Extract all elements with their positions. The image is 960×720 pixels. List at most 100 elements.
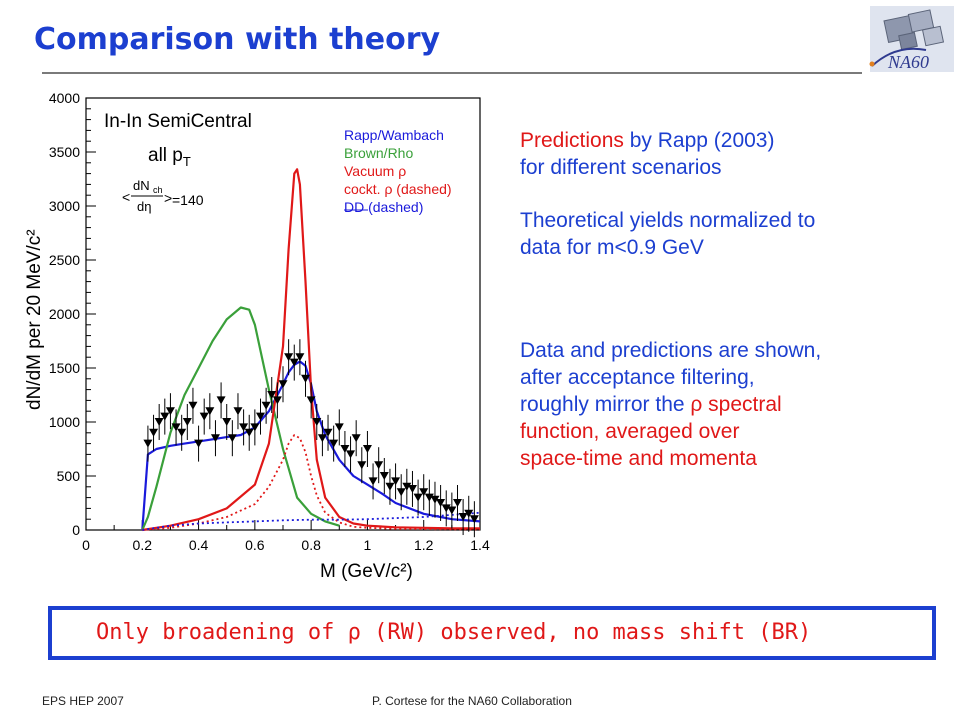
svg-text:=140: =140 — [172, 192, 204, 208]
data-point — [379, 472, 389, 480]
data-point — [458, 513, 468, 522]
data-point — [323, 428, 333, 437]
y-tick-label: 1500 — [49, 360, 80, 376]
footer-author: P. Cortese for the NA60 Collaboration — [372, 694, 572, 708]
conclusion-box: Only broadening of ρ (RW) observed, no m… — [48, 606, 936, 660]
predictions-text: Predictions by Rapp (2003) for different… — [520, 129, 775, 179]
data-point — [149, 428, 159, 437]
legend-entry: Rapp/Wambach — [344, 127, 444, 143]
series-br-line — [141, 306, 340, 531]
data-point — [194, 439, 204, 448]
data-point — [301, 374, 311, 383]
y-tick-label: 3500 — [49, 144, 80, 160]
data-point — [385, 482, 395, 491]
data-point — [413, 493, 423, 502]
normalization-text: Theoretical yields normalized to data fo… — [520, 209, 816, 259]
data-point — [469, 515, 479, 524]
x-tick-label: 0.8 — [301, 537, 321, 553]
na60-logo: NA60 — [869, 6, 954, 72]
logo-text: NA60 — [887, 52, 929, 72]
rho-symbol: ρ — [690, 393, 703, 416]
legend-entry: Brown/Rho — [344, 145, 413, 161]
y-tick-label: 500 — [57, 468, 81, 484]
y-tick-label: 3000 — [49, 198, 80, 214]
data-point — [165, 407, 175, 416]
data-point — [188, 401, 198, 410]
data-point — [317, 434, 327, 443]
data-point — [210, 434, 220, 443]
title-divider — [42, 72, 862, 74]
data-point — [452, 499, 462, 507]
predictions-word: Predictions — [520, 129, 624, 152]
data-point — [233, 407, 243, 416]
logo-dot — [869, 61, 875, 67]
data-point — [402, 482, 412, 491]
x-tick-label: 0 — [82, 537, 90, 553]
logo-swoosh — [871, 47, 927, 67]
data-point — [239, 423, 249, 432]
y-tick-label: 2500 — [49, 252, 80, 268]
data-point — [306, 396, 316, 405]
data-point — [407, 484, 417, 493]
data-point — [447, 506, 457, 515]
plot-frame — [85, 97, 481, 531]
x-tick-label: 1 — [364, 537, 372, 553]
legend-entry: cockt. ρ (dashed) — [344, 181, 452, 197]
svg-text:dN: dN — [133, 178, 150, 193]
footer-conference: EPS HEP 2007 — [42, 694, 124, 708]
pt-label: all pT — [148, 145, 191, 169]
x-axis-label: M (GeV/c²) — [320, 561, 413, 582]
y-axis-label: dN/dM per 20 MeV/c² — [24, 229, 45, 410]
x-tick-label: 1.4 — [470, 537, 490, 553]
series-vac-line — [142, 168, 480, 532]
x-tick-label: 0.2 — [133, 537, 153, 553]
data-point — [334, 423, 344, 432]
data-point — [374, 461, 384, 470]
data-point — [199, 412, 209, 421]
data-point — [216, 396, 226, 405]
series-cockt-line — [142, 434, 481, 531]
data-point — [441, 504, 451, 513]
page-title: Comparison with theory — [34, 22, 441, 57]
data-description-text: Data and predictions are shown, after ac… — [520, 339, 822, 470]
data-point — [340, 445, 350, 453]
data-point — [182, 418, 192, 426]
data-point — [368, 477, 378, 486]
y-tick-label: 0 — [72, 522, 80, 538]
data-point — [289, 358, 299, 367]
data-point — [272, 396, 282, 405]
data-point — [244, 428, 254, 437]
data-point — [205, 407, 215, 416]
data-point — [430, 495, 440, 504]
svg-text:ch: ch — [153, 185, 163, 195]
svg-text:>: > — [164, 190, 172, 206]
data-point — [227, 434, 237, 443]
data-point — [351, 434, 361, 443]
logo-cubes — [883, 9, 945, 51]
series-dd-line — [142, 511, 481, 531]
data-point — [160, 412, 170, 421]
data-point — [171, 423, 181, 432]
data-point — [464, 509, 474, 518]
data-point — [177, 428, 187, 437]
x-tick-label: 1.2 — [414, 537, 434, 553]
conclusion-text: Only broadening of ρ (RW) observed, no m… — [96, 620, 812, 645]
legend-entry: Vacuum ρ — [344, 163, 406, 179]
data-point — [284, 353, 294, 362]
svg-text:dη: dη — [137, 199, 151, 214]
data-point — [250, 423, 260, 432]
multiplicity-label: dN ch dη < > =140 — [122, 178, 204, 214]
data-point — [267, 391, 277, 399]
data-point — [143, 439, 153, 448]
data-point — [396, 488, 406, 497]
legend-entry: DD (dashed) — [344, 199, 423, 215]
data-point — [424, 493, 434, 502]
svg-text:<: < — [122, 189, 130, 205]
y-tick-label: 1000 — [49, 414, 80, 430]
data-point — [312, 418, 322, 426]
data-point — [346, 450, 356, 459]
data-point — [329, 439, 339, 448]
data-point — [261, 401, 271, 410]
data-point — [278, 380, 288, 389]
y-tick-label: 2000 — [49, 306, 80, 322]
